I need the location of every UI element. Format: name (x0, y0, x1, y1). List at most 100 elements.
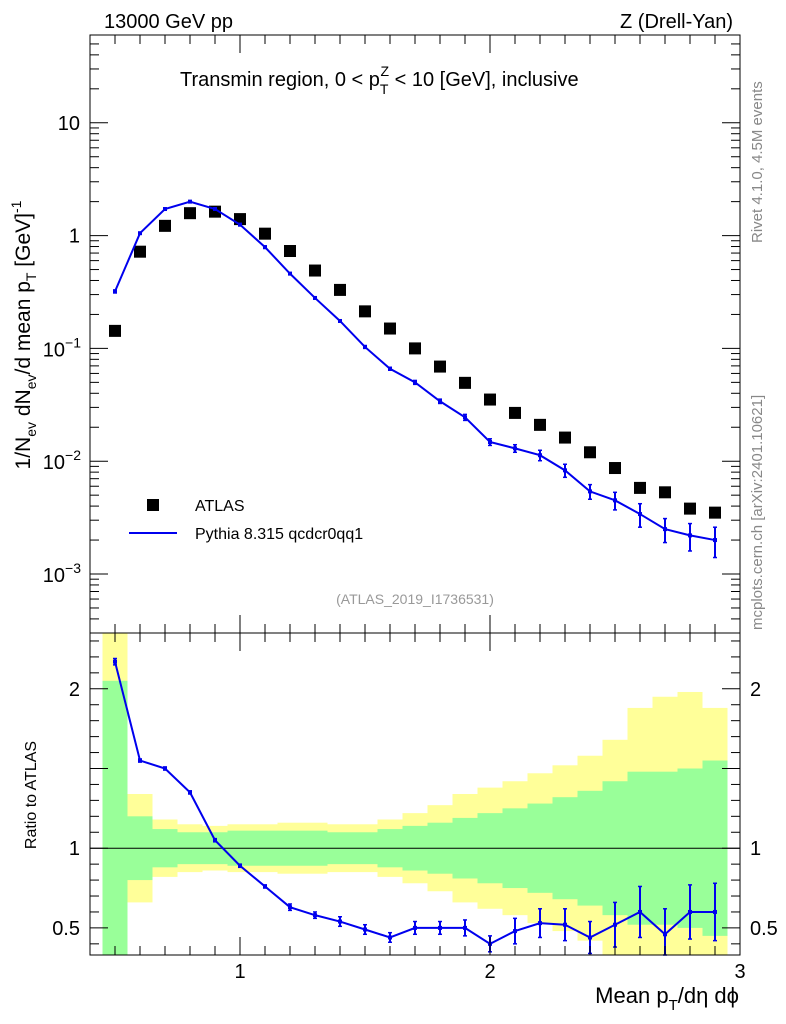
ratio-point (438, 925, 442, 930)
ratio-point (563, 922, 567, 927)
pythia-point (538, 453, 542, 458)
main-plot-frame (89, 34, 741, 634)
atlas-data-point (284, 245, 296, 258)
atlas-data-point (559, 431, 571, 444)
main-y-tick-label: 10−1 (43, 334, 81, 361)
pythia-point (488, 439, 492, 444)
legend: ATLAS Pythia 8.315 qcdcr0qq1 (129, 498, 363, 543)
atlas-data-point (334, 283, 346, 296)
ratio-y-tick-label-right: 0.5 (750, 918, 778, 940)
atlas-data-point (509, 406, 521, 419)
legend-pythia-label: Pythia 8.315 qcdcr0qq1 (195, 526, 363, 543)
atlas-data-point (534, 418, 546, 431)
rivet-version-label: Rivet 4.1.0, 4.5M events (749, 81, 766, 243)
pythia-point (213, 207, 217, 212)
atlas-data-point (309, 264, 321, 277)
ratio-point (238, 863, 242, 868)
atlas-data-point (609, 462, 621, 475)
ratio-point (363, 927, 367, 932)
atlas-data-point (384, 322, 396, 335)
collision-label: 13000 GeV pp (104, 11, 233, 33)
ratio-point (263, 884, 267, 889)
process-label: Z (Drell-Yan) (620, 11, 733, 33)
atlas-data-point (684, 502, 696, 515)
ratio-y-tick-label-right: 1 (750, 838, 761, 860)
pythia-point (663, 527, 667, 532)
ratio-y-tick-label: 1 (69, 838, 80, 860)
ratio-point (663, 932, 667, 937)
ratio-point (138, 758, 142, 763)
ratio-point (638, 909, 642, 914)
pythia-point (713, 538, 717, 543)
atlas-data-point (659, 486, 671, 499)
main-y-tick-label: 10−2 (43, 447, 81, 474)
pythia-point (563, 468, 567, 473)
legend-atlas-marker (147, 499, 159, 511)
pythia-point (138, 231, 142, 236)
ratio-y-tick-label: 2 (69, 679, 80, 701)
atlas-data-point (409, 342, 421, 355)
ratio-point (213, 838, 217, 843)
ratio-point (313, 913, 317, 918)
pythia-point (338, 318, 342, 323)
pythia-point (313, 295, 317, 300)
atlas-data-point (159, 219, 171, 232)
pythia-point (513, 446, 517, 451)
ratio-point (513, 929, 517, 934)
ratio-point (388, 935, 392, 940)
atlas-data-point (259, 227, 271, 240)
ratio-y-tick-label: 0.5 (52, 918, 80, 940)
atlas-data-point (434, 360, 446, 373)
pythia-point (188, 199, 192, 204)
pythia-point (613, 498, 617, 503)
pythia-point (438, 399, 442, 404)
atlas-data-point (634, 481, 646, 494)
ratio-point (713, 909, 717, 914)
atlas-data-point (459, 376, 471, 389)
atlas-data-point (184, 207, 196, 220)
ratio-point (288, 905, 292, 910)
analysis-label: (ATLAS_2019_I1736531) (336, 591, 494, 607)
pythia-point (288, 271, 292, 276)
ratio-point (688, 909, 692, 914)
ratio-point (163, 766, 167, 771)
x-axis-label: Mean pT/dη dϕ (595, 983, 739, 1014)
pythia-point (688, 533, 692, 538)
atlas-data-point (484, 393, 496, 406)
pythia-point (588, 489, 592, 494)
mcplots-label: mcplots.cern.ch [arXiv:2401.10621] (749, 395, 766, 630)
ratio-point (613, 922, 617, 927)
atlas-data-point (359, 305, 371, 318)
pythia-point (388, 366, 392, 371)
legend-atlas-label: ATLAS (195, 498, 245, 515)
ratio-point (188, 790, 192, 795)
atlas-data-point (109, 324, 121, 337)
ratio-point (538, 921, 542, 926)
ratio-x-tick-label: 1 (234, 961, 245, 983)
main-y-tick-label: 1 (69, 226, 80, 248)
pythia-point (238, 222, 242, 227)
atlas-data-point (134, 245, 146, 258)
pythia-point (363, 344, 367, 349)
main-panel: 10−3 10−2 10−1 1 10 Transmin region, 0 < pTZ… (8, 34, 741, 634)
ratio-panel: 0.5 0.5 1 1 2 2 1 2 3 Ratio to ATLAS Mean pT/dη … (23, 632, 778, 1014)
ratio-point (338, 919, 342, 924)
pythia-point (163, 207, 167, 212)
pythia-point (263, 245, 267, 250)
ratio-x-tick-label: 3 (734, 961, 745, 983)
pythia-point (463, 415, 467, 420)
pythia-point (413, 380, 417, 385)
pythia-line (114, 200, 716, 542)
plot-title: Transmin region, 0 < pTZ < 10 [GeV], inc… (180, 63, 579, 97)
main-y-axis-label: 1/Nev dNev/d mean pT [GeV]-1 (8, 200, 39, 469)
ratio-x-tick-label: 2 (484, 961, 495, 983)
atlas-data-point (709, 506, 721, 519)
atlas-data-point (584, 446, 596, 459)
ratio-point (413, 925, 417, 930)
ratio-y-tick-label-right: 2 (750, 679, 761, 701)
pythia-point (113, 289, 117, 294)
ratio-stat-uncertainty-band (102, 680, 128, 955)
pythia-point (638, 512, 642, 517)
ratio-point (588, 935, 592, 940)
